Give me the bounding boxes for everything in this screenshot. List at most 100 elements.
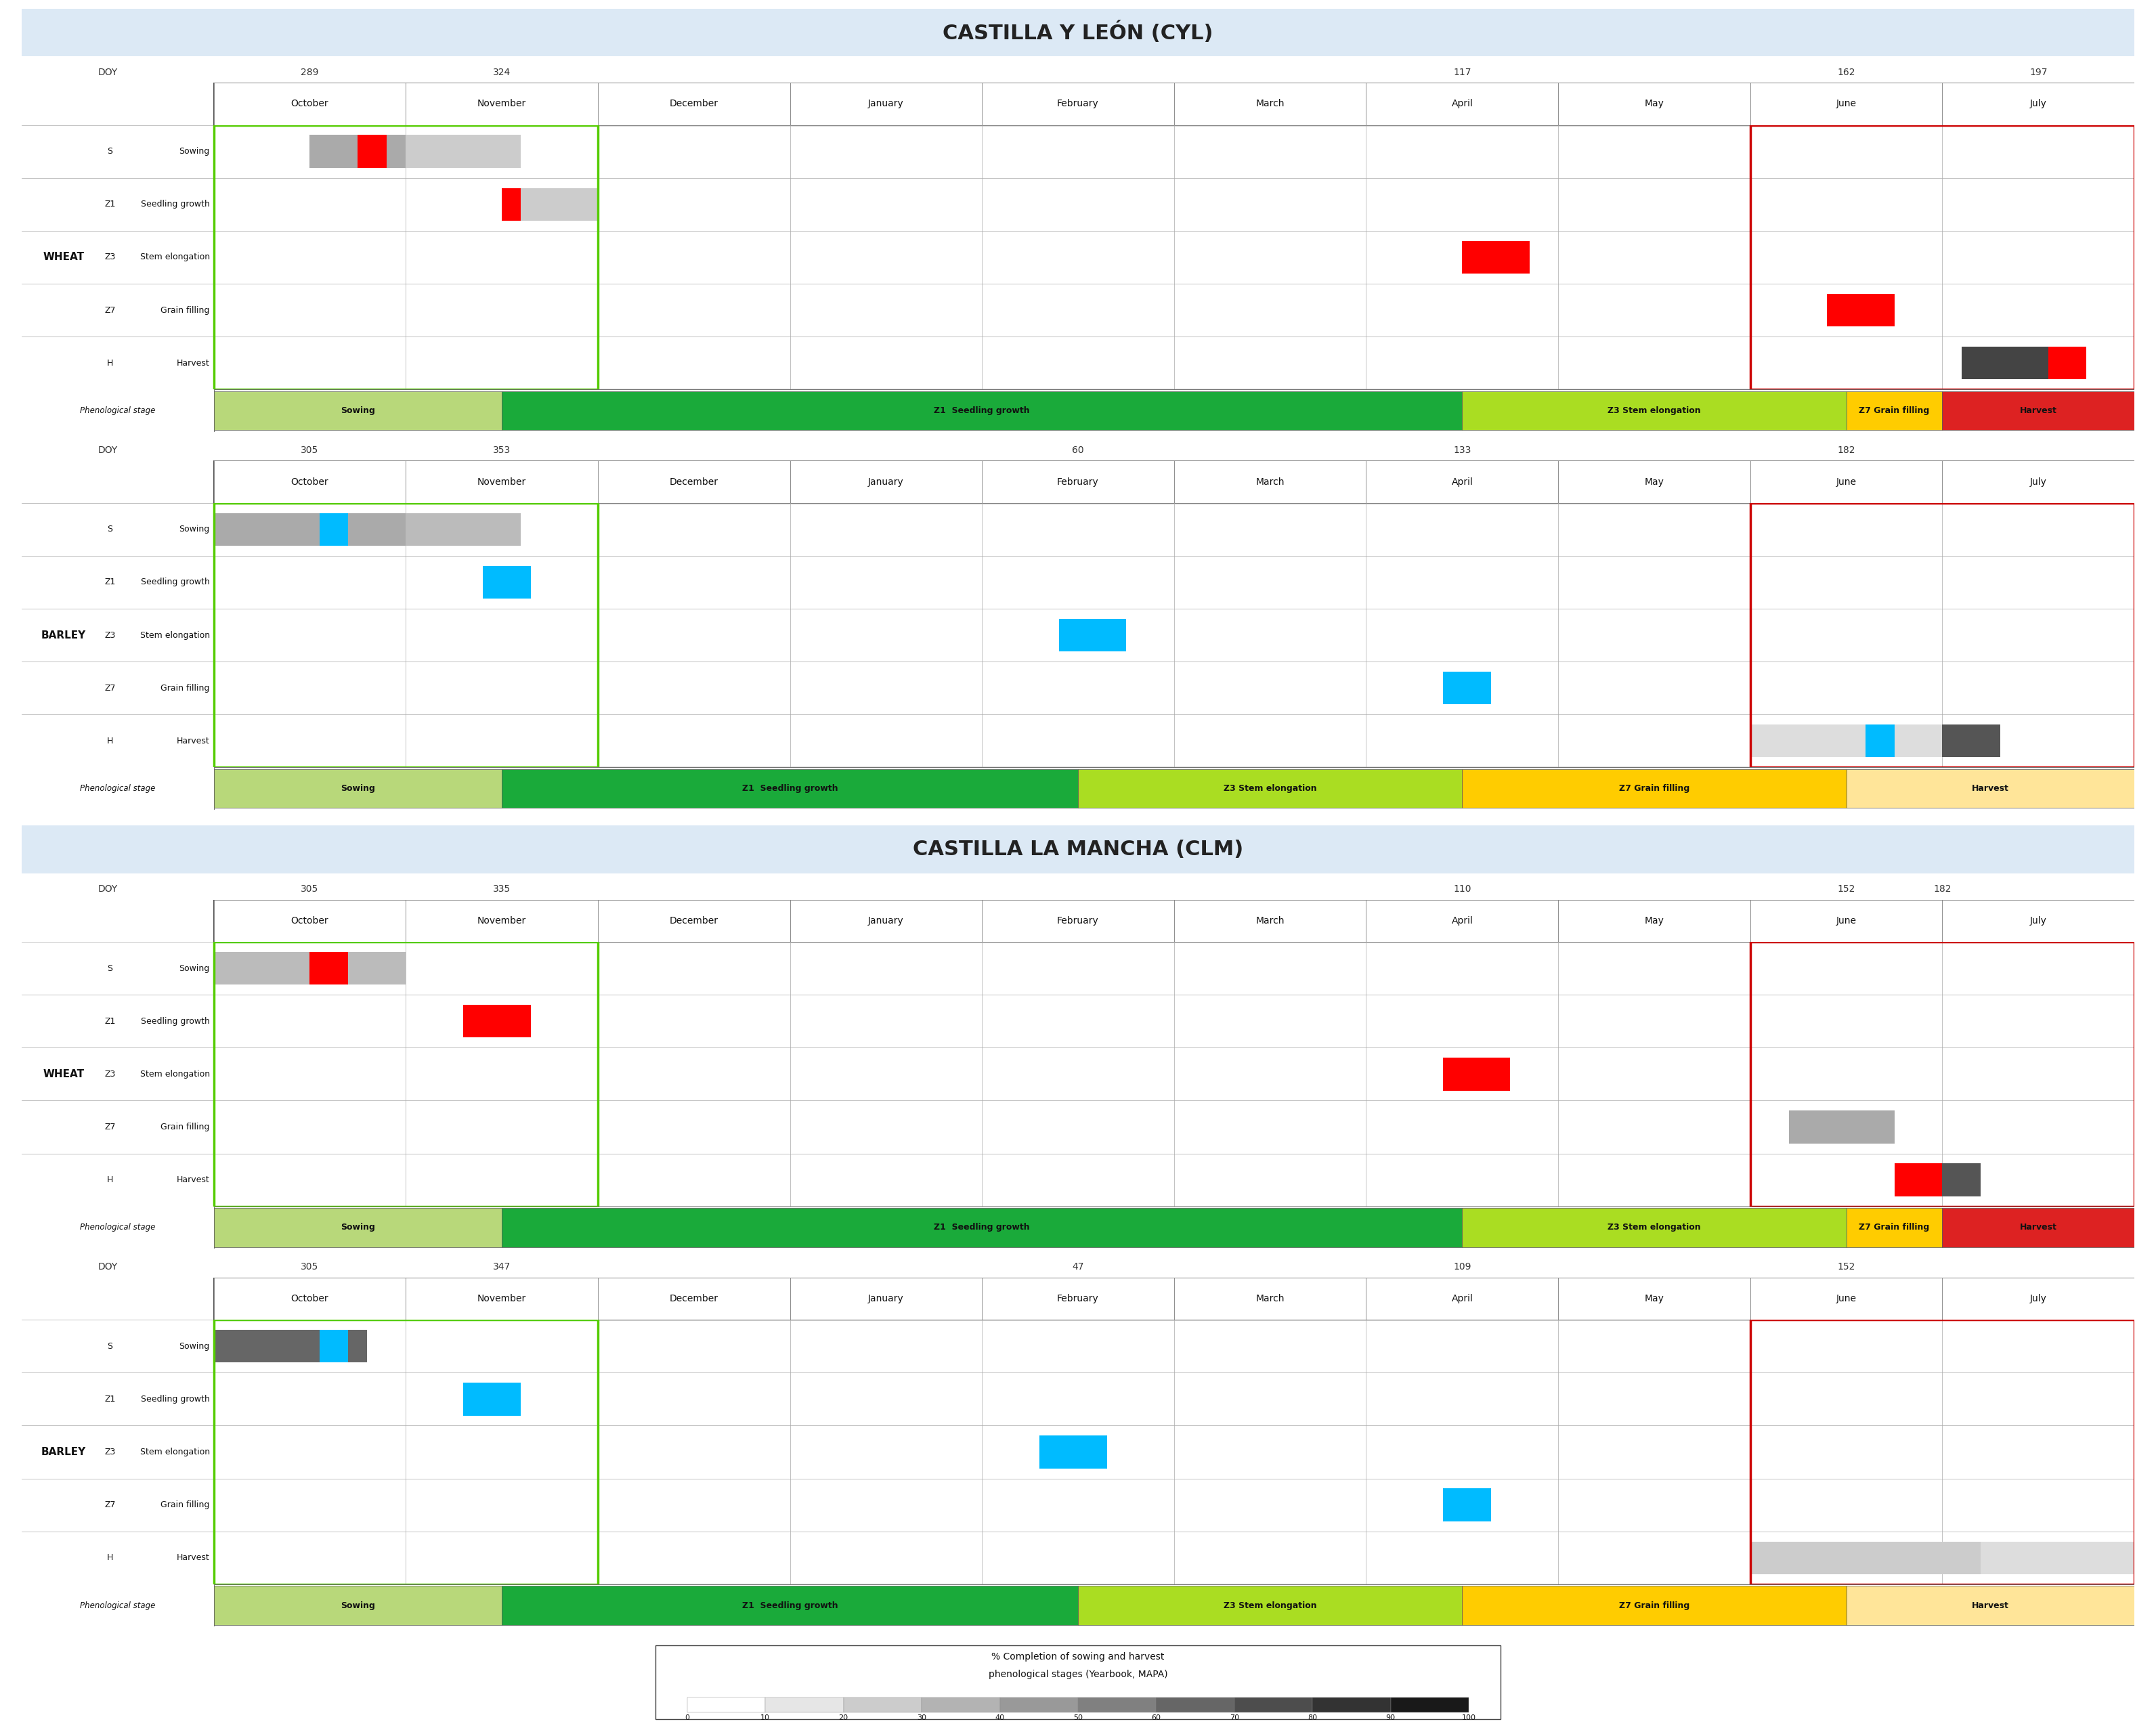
Bar: [1462, 769, 1846, 809]
Text: March: March: [1255, 1294, 1285, 1304]
Text: February: February: [1056, 1294, 1100, 1304]
Text: May: May: [1645, 916, 1664, 925]
Text: Harvest: Harvest: [1973, 1600, 2009, 1609]
Text: October: October: [291, 99, 328, 109]
Text: February: February: [1056, 916, 1100, 925]
Bar: [1943, 461, 2134, 502]
Text: 0: 0: [686, 1715, 690, 1722]
Text: 324: 324: [494, 68, 511, 76]
Text: January: January: [869, 476, 903, 487]
Bar: [213, 942, 597, 1207]
Text: % Completion of sowing and harvest: % Completion of sowing and harvest: [992, 1652, 1164, 1661]
Text: DOY: DOY: [97, 68, 119, 76]
Bar: [789, 1278, 981, 1320]
Bar: [1367, 899, 1559, 942]
Text: 90: 90: [1386, 1715, 1395, 1722]
Bar: [1943, 1164, 1981, 1197]
Text: November: November: [476, 99, 526, 109]
Bar: [1462, 1207, 1846, 1247]
Bar: [1391, 1697, 1468, 1713]
Bar: [1078, 1697, 1156, 1713]
Text: phenological stages (Yearbook, MAPA): phenological stages (Yearbook, MAPA): [987, 1670, 1169, 1678]
Text: Z1  Seedling growth: Z1 Seedling growth: [742, 1600, 839, 1609]
Bar: [1751, 1278, 1943, 1320]
Text: Seedling growth: Seedling growth: [140, 199, 209, 210]
Text: Z3: Z3: [103, 253, 116, 262]
Text: Grain filling: Grain filling: [162, 1500, 209, 1509]
Text: July: July: [2031, 476, 2046, 487]
Bar: [213, 1320, 597, 1585]
Text: Sowing: Sowing: [179, 147, 209, 156]
Text: Z3: Z3: [103, 1070, 116, 1079]
Text: July: July: [2031, 916, 2046, 925]
Text: CASTILLA LA MANCHA (CLM): CASTILLA LA MANCHA (CLM): [912, 840, 1244, 859]
Text: Z1: Z1: [103, 1394, 116, 1403]
Text: Sowing: Sowing: [341, 407, 375, 416]
Text: Z1  Seedling growth: Z1 Seedling growth: [934, 1223, 1031, 1231]
Bar: [1156, 1697, 1235, 1713]
Text: Z1: Z1: [103, 578, 116, 587]
Bar: [655, 1645, 1501, 1720]
Text: 100: 100: [1462, 1715, 1477, 1722]
Bar: [1751, 461, 1943, 502]
Text: May: May: [1645, 99, 1664, 109]
Bar: [502, 1587, 1078, 1625]
Bar: [1943, 899, 2134, 942]
Bar: [310, 135, 405, 168]
Bar: [213, 461, 405, 502]
Text: Phenological stage: Phenological stage: [80, 1600, 155, 1609]
Bar: [981, 461, 1175, 502]
Bar: [522, 189, 597, 220]
Bar: [213, 502, 597, 767]
Bar: [1235, 1697, 1313, 1713]
Text: Z1  Seedling growth: Z1 Seedling growth: [742, 785, 839, 793]
Text: November: November: [476, 476, 526, 487]
Bar: [597, 83, 789, 125]
Text: 133: 133: [1453, 445, 1470, 456]
Bar: [1751, 502, 2134, 767]
Bar: [310, 953, 347, 986]
Text: May: May: [1645, 476, 1664, 487]
Bar: [405, 135, 522, 168]
Text: S: S: [108, 1342, 112, 1351]
Text: October: October: [291, 916, 328, 925]
Text: Grain filling: Grain filling: [162, 1122, 209, 1131]
Text: 289: 289: [300, 68, 319, 76]
Text: Sowing: Sowing: [341, 1223, 375, 1231]
Text: BARLEY: BARLEY: [41, 630, 86, 641]
Text: Sowing: Sowing: [179, 1342, 209, 1351]
Bar: [213, 125, 597, 390]
Text: November: November: [476, 916, 526, 925]
Text: October: October: [291, 1294, 328, 1304]
Bar: [597, 899, 789, 942]
Text: Z7 Grain filling: Z7 Grain filling: [1858, 407, 1930, 416]
Text: Phenological stage: Phenological stage: [80, 1223, 155, 1231]
Text: Stem elongation: Stem elongation: [140, 1070, 209, 1079]
Text: Z3: Z3: [103, 1448, 116, 1457]
Text: November: November: [476, 1294, 526, 1304]
Text: 10: 10: [761, 1715, 770, 1722]
Bar: [1981, 1541, 2134, 1574]
Text: 353: 353: [494, 445, 511, 456]
Text: 305: 305: [302, 885, 319, 894]
Bar: [1751, 125, 2134, 390]
Bar: [1826, 294, 1895, 327]
Text: March: March: [1255, 476, 1285, 487]
Text: CASTILLA Y LEÓN (CYL): CASTILLA Y LEÓN (CYL): [942, 21, 1214, 43]
Bar: [1751, 942, 2134, 1207]
Text: Harvest: Harvest: [2020, 1223, 2057, 1231]
Text: December: December: [671, 99, 718, 109]
Text: S: S: [108, 525, 112, 533]
Text: Sowing: Sowing: [179, 525, 209, 533]
Text: S: S: [108, 147, 112, 156]
Bar: [1789, 1110, 1895, 1143]
Bar: [1442, 1488, 1492, 1521]
Bar: [1943, 1207, 2134, 1247]
Text: April: April: [1451, 1294, 1473, 1304]
Text: Z7 Grain filling: Z7 Grain filling: [1858, 1223, 1930, 1231]
Text: Seedling growth: Seedling growth: [140, 1017, 209, 1025]
Bar: [1559, 83, 1751, 125]
Text: DOY: DOY: [97, 445, 119, 456]
Text: Z3 Stem elongation: Z3 Stem elongation: [1608, 407, 1701, 416]
Bar: [319, 513, 347, 546]
